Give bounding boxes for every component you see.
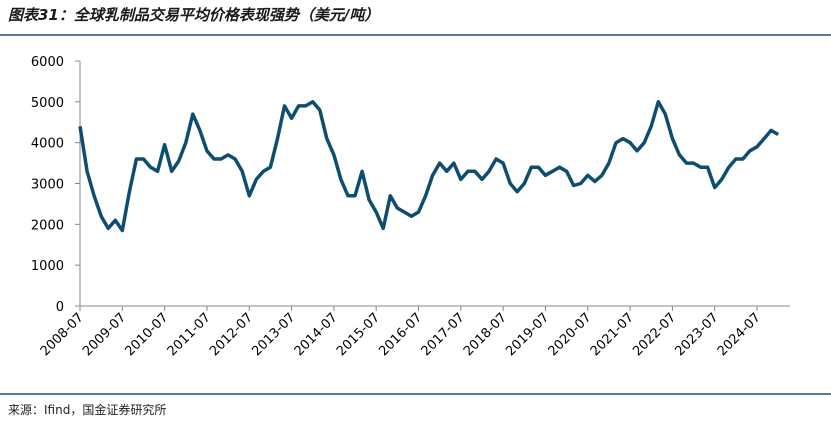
x-tick-label: 2023-07: [672, 310, 721, 359]
x-tick-label: 2010-07: [122, 310, 171, 359]
y-tick-label: 2000: [31, 218, 64, 233]
x-tick-label: 2009-07: [80, 310, 129, 359]
x-tick-label: 2019-07: [503, 310, 552, 359]
x-tick-label: 2022-07: [630, 310, 679, 359]
x-tick-label: 2017-07: [419, 310, 468, 359]
x-tick-label: 2016-07: [376, 310, 425, 359]
x-tick-label: 2020-07: [546, 310, 595, 359]
x-tick-label: 2024-07: [715, 310, 764, 359]
x-tick-label: 2014-07: [292, 310, 341, 359]
source-note: 来源：Ifind，国金证券研究所: [8, 402, 166, 417]
x-tick-label: 2008-07: [38, 310, 87, 359]
x-tick-label: 2021-07: [588, 310, 637, 359]
x-tick-label: 2012-07: [207, 310, 256, 359]
y-tick-label: 6000: [31, 55, 64, 70]
x-tick-label: 2011-07: [165, 310, 214, 359]
x-tick-label: 2015-07: [334, 310, 383, 359]
y-tick-label: 0: [56, 300, 64, 315]
y-tick-label: 4000: [31, 137, 64, 152]
y-tick-label: 1000: [31, 259, 64, 274]
y-tick-label: 5000: [31, 96, 64, 111]
chart-title: 图表31：全球乳制品交易平均价格表现强势（美元/吨）: [8, 6, 379, 24]
price-line: [78, 100, 780, 233]
y-tick-label: 3000: [31, 178, 64, 193]
x-tick-label: 2013-07: [249, 310, 298, 359]
x-tick-label: 2018-07: [461, 310, 510, 359]
